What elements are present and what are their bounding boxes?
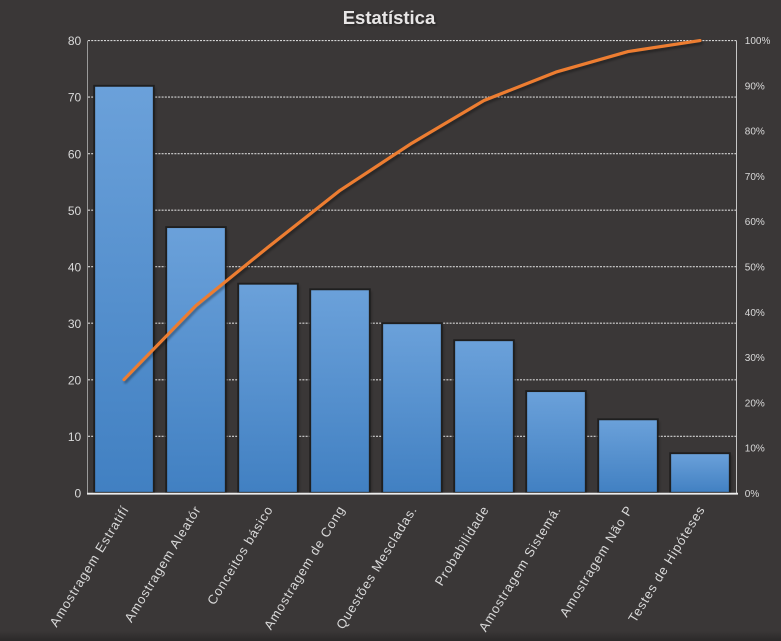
svg-text:30: 30	[68, 317, 82, 331]
svg-text:40: 40	[68, 260, 82, 274]
svg-text:70%: 70%	[745, 172, 765, 183]
svg-text:Estatística: Estatística	[344, 9, 437, 30]
svg-text:10%: 10%	[745, 444, 765, 455]
svg-text:Estatística: Estatística	[343, 7, 436, 28]
svg-text:70: 70	[68, 91, 82, 105]
svg-text:80: 80	[68, 34, 82, 48]
svg-text:20: 20	[68, 373, 82, 387]
svg-text:50%: 50%	[745, 263, 765, 274]
svg-text:20%: 20%	[745, 398, 765, 409]
svg-text:60: 60	[68, 147, 82, 161]
svg-text:0%: 0%	[745, 489, 760, 500]
svg-text:100%: 100%	[745, 36, 771, 47]
svg-text:60%: 60%	[745, 217, 765, 228]
svg-text:50: 50	[68, 204, 82, 218]
svg-text:0: 0	[75, 486, 82, 500]
svg-text:80%: 80%	[745, 127, 765, 138]
svg-text:90%: 90%	[745, 82, 765, 93]
svg-text:30%: 30%	[745, 353, 765, 364]
svg-text:40%: 40%	[745, 308, 765, 319]
svg-text:10: 10	[68, 430, 82, 444]
